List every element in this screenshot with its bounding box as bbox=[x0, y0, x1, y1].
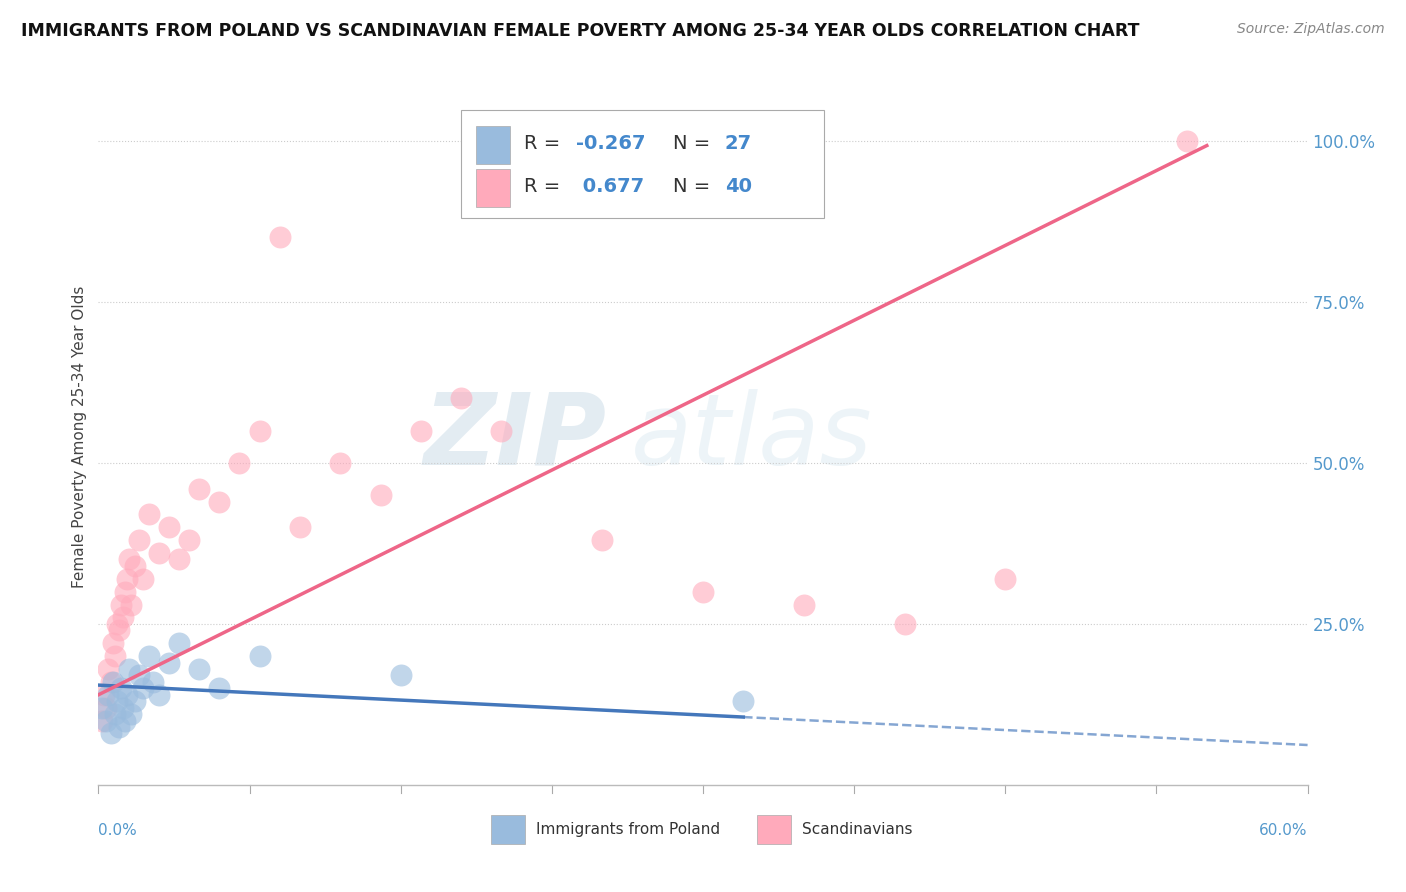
Point bbox=[103, 707, 125, 722]
Point bbox=[110, 598, 132, 612]
Point bbox=[157, 520, 180, 534]
Point bbox=[208, 494, 231, 508]
Point bbox=[128, 533, 150, 548]
Text: R =: R = bbox=[524, 178, 567, 196]
Point bbox=[288, 520, 311, 534]
Text: 0.677: 0.677 bbox=[576, 178, 644, 196]
Point bbox=[733, 694, 755, 708]
Point bbox=[167, 552, 190, 566]
Point bbox=[188, 662, 211, 676]
Point bbox=[101, 674, 124, 689]
Point bbox=[91, 714, 114, 728]
Point bbox=[148, 688, 170, 702]
Text: R =: R = bbox=[524, 134, 567, 153]
Point bbox=[142, 674, 165, 689]
Point bbox=[105, 694, 128, 708]
Point bbox=[100, 726, 122, 740]
Text: IMMIGRANTS FROM POLAND VS SCANDINAVIAN FEMALE POVERTY AMONG 25-34 YEAR OLDS CORR: IMMIGRANTS FROM POLAND VS SCANDINAVIAN F… bbox=[21, 22, 1140, 40]
Point bbox=[450, 392, 472, 406]
Point bbox=[893, 616, 915, 631]
Point bbox=[103, 649, 125, 664]
Point bbox=[114, 714, 136, 728]
Point bbox=[124, 694, 146, 708]
Point bbox=[97, 662, 120, 676]
Y-axis label: Female Poverty Among 25-34 Year Olds: Female Poverty Among 25-34 Year Olds bbox=[72, 286, 87, 588]
Point bbox=[692, 584, 714, 599]
Point bbox=[148, 546, 170, 560]
Point bbox=[167, 636, 190, 650]
Point bbox=[96, 700, 118, 714]
Text: ZIP: ZIP bbox=[423, 389, 606, 485]
Point bbox=[249, 649, 271, 664]
Text: N =: N = bbox=[672, 134, 716, 153]
Point bbox=[120, 707, 142, 722]
Point bbox=[107, 624, 129, 638]
Point bbox=[128, 668, 150, 682]
Point bbox=[111, 700, 134, 714]
Point bbox=[157, 656, 180, 670]
Text: Immigrants from Poland: Immigrants from Poland bbox=[536, 822, 720, 837]
Point bbox=[249, 424, 271, 438]
Bar bbox=[758, 815, 792, 844]
Point bbox=[97, 688, 120, 702]
Point bbox=[111, 610, 134, 624]
Point bbox=[93, 688, 115, 702]
Point bbox=[1175, 134, 1198, 148]
Point bbox=[329, 456, 352, 470]
Point bbox=[389, 668, 412, 682]
Point bbox=[132, 681, 155, 696]
Point bbox=[91, 700, 114, 714]
Point bbox=[179, 533, 201, 548]
Text: 27: 27 bbox=[724, 134, 752, 153]
Point bbox=[124, 558, 146, 573]
Point bbox=[96, 714, 118, 728]
Point bbox=[793, 598, 815, 612]
Point bbox=[100, 674, 122, 689]
Point bbox=[188, 482, 211, 496]
Point bbox=[120, 598, 142, 612]
Text: 40: 40 bbox=[724, 178, 752, 196]
Point bbox=[101, 636, 124, 650]
Point bbox=[118, 662, 141, 676]
Text: N =: N = bbox=[672, 178, 716, 196]
Point bbox=[110, 681, 132, 696]
Point bbox=[994, 572, 1017, 586]
Bar bbox=[492, 815, 526, 844]
Point bbox=[105, 616, 128, 631]
Point bbox=[409, 424, 432, 438]
Point bbox=[228, 456, 250, 470]
Point bbox=[491, 424, 513, 438]
Point bbox=[115, 688, 138, 702]
Text: Source: ZipAtlas.com: Source: ZipAtlas.com bbox=[1237, 22, 1385, 37]
Bar bbox=[475, 169, 509, 208]
Point bbox=[132, 572, 155, 586]
Point bbox=[138, 649, 160, 664]
Bar bbox=[475, 126, 509, 164]
Text: 60.0%: 60.0% bbox=[1260, 823, 1308, 838]
Text: atlas: atlas bbox=[630, 389, 872, 485]
FancyBboxPatch shape bbox=[461, 110, 824, 218]
Text: Scandinavians: Scandinavians bbox=[803, 822, 912, 837]
Text: 0.0%: 0.0% bbox=[98, 823, 138, 838]
Point bbox=[115, 572, 138, 586]
Point bbox=[114, 584, 136, 599]
Point bbox=[269, 230, 291, 244]
Point bbox=[591, 533, 613, 548]
Point bbox=[208, 681, 231, 696]
Point bbox=[107, 720, 129, 734]
Point bbox=[370, 488, 392, 502]
Point bbox=[118, 552, 141, 566]
Text: -0.267: -0.267 bbox=[576, 134, 645, 153]
Point bbox=[138, 508, 160, 522]
